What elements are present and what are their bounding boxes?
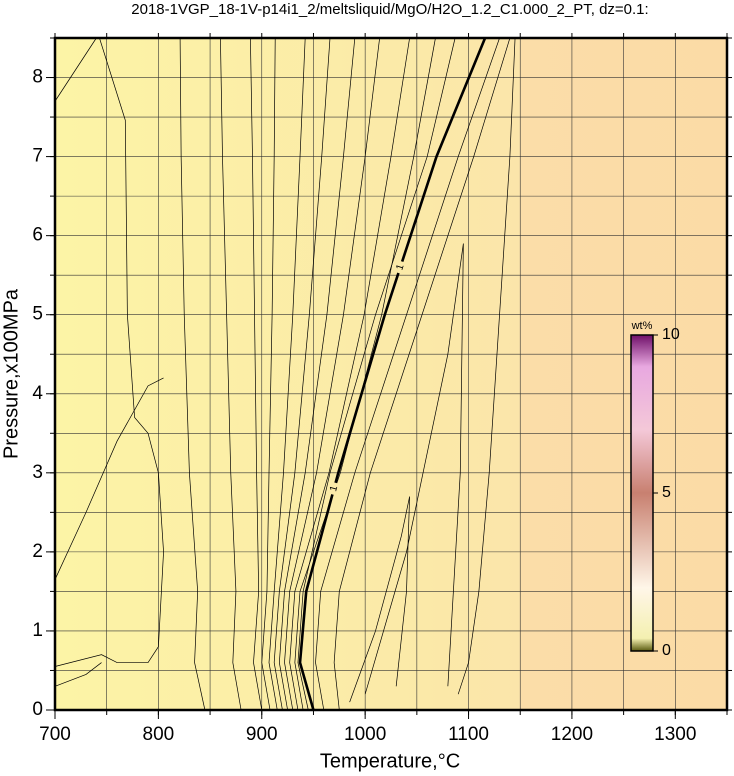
y-tick-label: 3 bbox=[32, 462, 43, 483]
colorbar-tick-label: 5 bbox=[662, 484, 671, 501]
x-tick-label: 800 bbox=[143, 724, 175, 745]
contour-line bbox=[273, 37, 331, 711]
contour-line bbox=[284, 37, 380, 711]
contour-label: 1 bbox=[394, 263, 406, 272]
x-axis-label: Temperature,°C bbox=[320, 750, 460, 772]
contour-line bbox=[54, 37, 164, 667]
contour-line bbox=[364, 243, 464, 695]
contour-line bbox=[54, 662, 102, 687]
y-tick-label: 0 bbox=[32, 699, 43, 720]
y-axis-label: Pressure,x100MPa bbox=[0, 288, 22, 459]
y-tick-label: 2 bbox=[32, 541, 43, 562]
contour-line bbox=[268, 37, 306, 711]
contour-line bbox=[250, 37, 263, 711]
contour-label-bg bbox=[328, 481, 340, 496]
contour-line bbox=[349, 496, 410, 703]
x-tick-label: 700 bbox=[39, 724, 71, 745]
contour-line-labeled bbox=[298, 37, 487, 711]
y-tick-label: 4 bbox=[32, 383, 43, 404]
contour-line bbox=[294, 37, 436, 711]
x-tick-label: 900 bbox=[246, 724, 278, 745]
colorbar-label: wt% bbox=[631, 320, 653, 332]
y-tick-label: 6 bbox=[32, 225, 43, 246]
contour-line bbox=[278, 37, 356, 711]
y-tick-label: 5 bbox=[32, 304, 43, 325]
chart-title: 2018-1VGP_18-1V-p14i1_2/meltsliquid/MgO/… bbox=[131, 1, 648, 18]
y-tick-label: 8 bbox=[32, 67, 43, 88]
colorbar-tick-label: 0 bbox=[662, 642, 671, 659]
x-tick-label: 1300 bbox=[654, 724, 696, 745]
contour-line bbox=[220, 37, 242, 711]
contour-line bbox=[54, 377, 164, 580]
contour-line bbox=[289, 37, 410, 711]
contour-line bbox=[457, 37, 516, 695]
plot-frame bbox=[53, 36, 729, 712]
y-tick-label: 7 bbox=[32, 146, 43, 167]
contour-label-bg bbox=[394, 260, 406, 275]
contour-line bbox=[333, 37, 511, 711]
x-tick-label: 1200 bbox=[551, 724, 593, 745]
plot-background bbox=[55, 38, 727, 710]
contour-line bbox=[179, 37, 206, 711]
colorbar-tick-label: 10 bbox=[662, 326, 680, 343]
colorbar bbox=[630, 334, 654, 652]
contour-line bbox=[297, 37, 456, 711]
x-tick-label: 1000 bbox=[344, 724, 386, 745]
x-tick-label: 1100 bbox=[448, 724, 489, 745]
contour-line bbox=[315, 37, 500, 711]
contour-label: 1 bbox=[328, 484, 340, 493]
y-tick-label: 1 bbox=[32, 620, 43, 641]
contour-line bbox=[54, 37, 97, 102]
contour-line bbox=[261, 37, 276, 711]
